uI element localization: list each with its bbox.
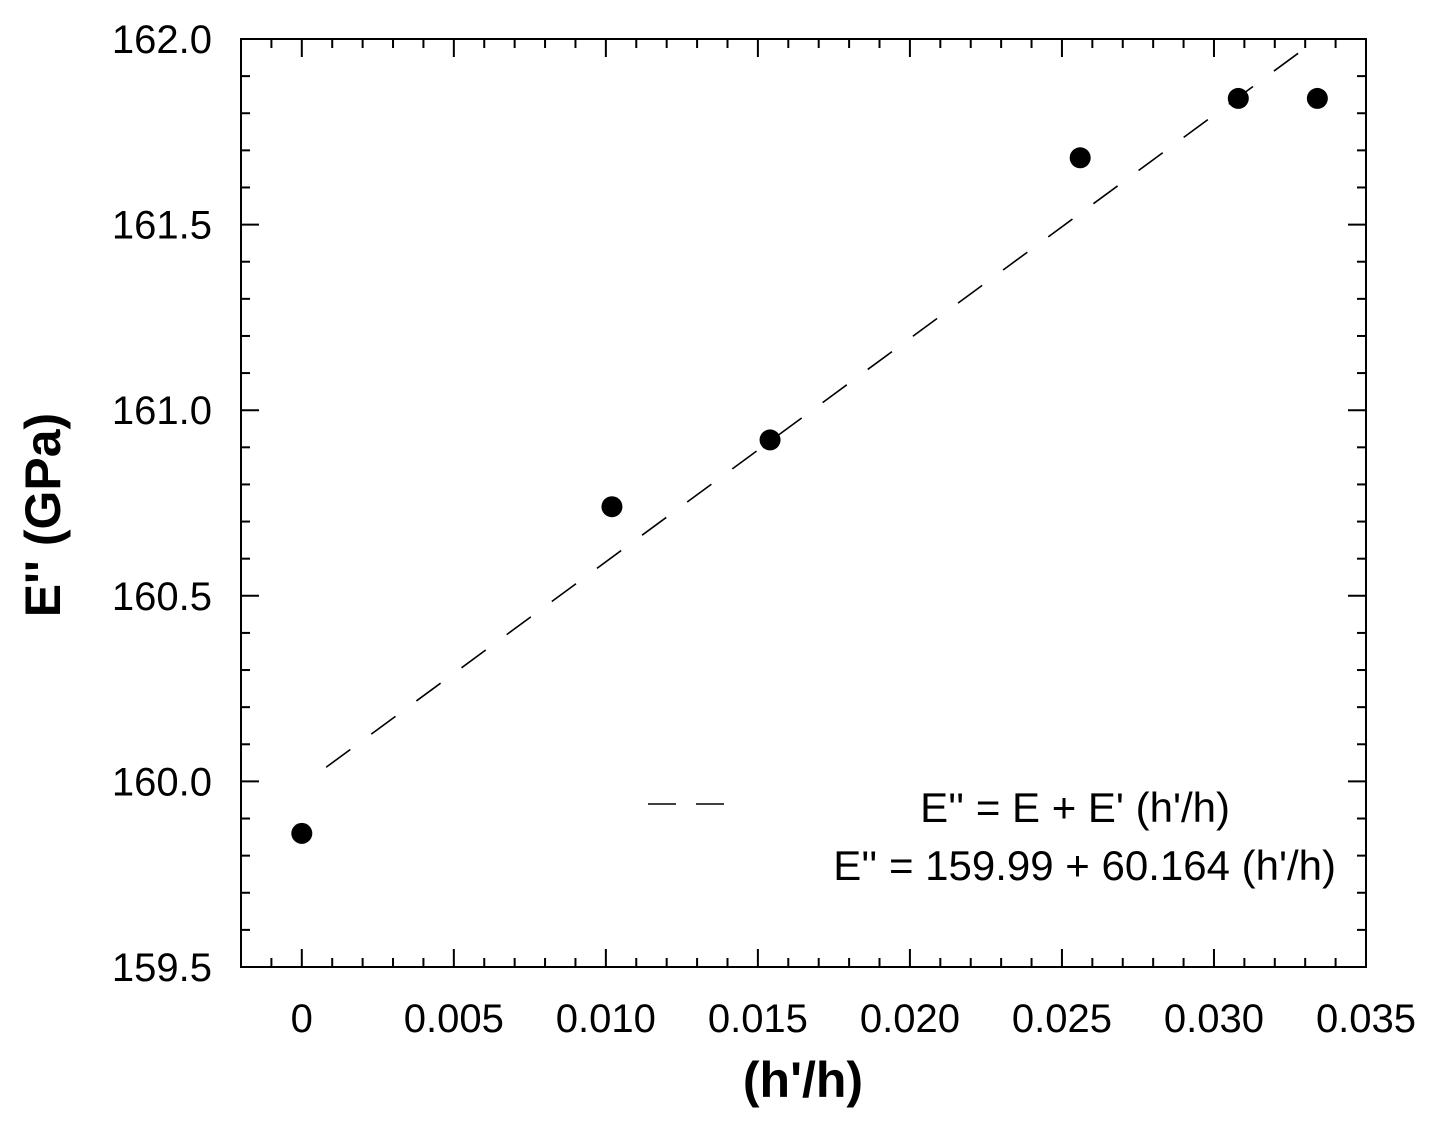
y-axis-tick-labels: 159.5 160.0 160.5 161.0 161.5 162.0	[112, 18, 212, 990]
x-tick-label: 0.035	[1316, 997, 1416, 1041]
fit-line	[325, 47, 1306, 768]
legend: E'' = E + E' (h'/h) E'' = 159.99 + 60.16…	[648, 784, 1336, 889]
x-axis-tick-labels: 0 0.005 0.010 0.015 0.020 0.025 0.030 0.035	[291, 997, 1416, 1041]
legend-equation-fit: E'' = 159.99 + 60.164 (h'/h)	[833, 842, 1336, 889]
y-axis-title: E'' (GPa)	[15, 413, 71, 617]
y-tick-label: 161.5	[112, 204, 212, 248]
y-tick-label: 159.5	[112, 946, 212, 990]
data-point	[1069, 147, 1091, 169]
plot-frame	[240, 38, 1367, 968]
x-tick-label: 0.010	[556, 997, 656, 1041]
x-tick-label: 0.015	[708, 997, 808, 1041]
x-axis-ticks	[240, 39, 1367, 967]
y-tick-label: 160.5	[112, 575, 212, 619]
y-tick-label: 162.0	[112, 18, 212, 62]
data-point	[759, 429, 781, 451]
x-tick-label: 0.020	[860, 997, 960, 1041]
x-axis-title: (h'/h)	[743, 1052, 863, 1108]
y-tick-label: 160.0	[112, 760, 212, 804]
y-axis-ticks	[241, 38, 1366, 968]
data-points	[291, 87, 1328, 844]
x-tick-label: 0	[291, 997, 313, 1041]
legend-equation-general: E'' = E + E' (h'/h)	[920, 784, 1230, 831]
y-tick-label: 161.0	[112, 389, 212, 433]
data-point	[1227, 87, 1249, 109]
x-tick-label: 0.005	[404, 997, 504, 1041]
data-point	[1306, 87, 1328, 109]
x-tick-label: 0.030	[1164, 997, 1264, 1041]
x-tick-label: 0.025	[1012, 997, 1112, 1041]
data-point	[291, 822, 313, 844]
data-point	[601, 496, 623, 518]
